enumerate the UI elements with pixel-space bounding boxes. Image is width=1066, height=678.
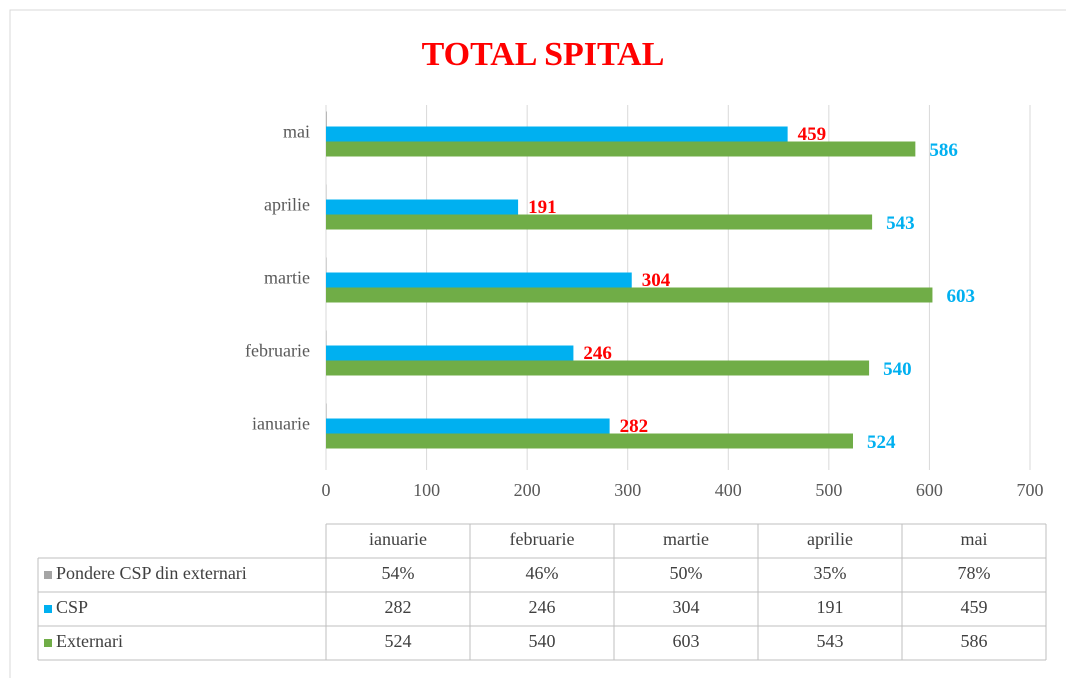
chart-title: TOTAL SPITAL: [422, 36, 665, 73]
table-cell: 304: [673, 597, 700, 617]
bar: [326, 141, 916, 157]
table-cell: 524: [385, 631, 412, 651]
data-label: 191: [528, 197, 557, 218]
x-tick-label: 600: [916, 480, 943, 500]
table-cell: 35%: [814, 563, 847, 583]
legend-key: [44, 639, 52, 647]
table-header: martie: [663, 529, 709, 549]
legend-key: [44, 605, 52, 613]
table-cell: 246: [529, 597, 556, 617]
table-cell: 586: [961, 631, 988, 651]
data-label: 524: [867, 432, 896, 453]
table-header: mai: [961, 529, 988, 549]
bar: [326, 257, 327, 273]
chart-frame: [9, 9, 1066, 678]
x-tick-label: 500: [815, 480, 842, 500]
table-header: aprilie: [807, 529, 853, 549]
y-tick-label: februarie: [245, 341, 310, 361]
x-tick-label: 0: [322, 480, 331, 500]
data-label: 459: [798, 124, 827, 145]
table-cell: 54%: [382, 563, 415, 583]
data-label: 282: [620, 416, 649, 437]
bar: [326, 111, 327, 127]
table-cell: 78%: [958, 563, 991, 583]
table-cell: 50%: [670, 563, 703, 583]
y-tick-label: aprilie: [264, 195, 310, 215]
legend-key: [44, 571, 52, 579]
bar: [326, 345, 574, 361]
y-tick-label: ianuarie: [252, 414, 310, 434]
x-tick-label: 300: [614, 480, 641, 500]
data-label: 304: [642, 270, 671, 291]
legend-label: CSP: [56, 597, 88, 617]
legend-label: Externari: [56, 631, 123, 651]
table-cell: 191: [817, 597, 844, 617]
data-label: 603: [946, 286, 975, 307]
table-cell: 540: [529, 631, 556, 651]
x-tick-label: 700: [1017, 480, 1044, 500]
bar: [326, 418, 610, 434]
bar: [326, 403, 327, 419]
bar: [326, 214, 873, 230]
table-cell: 46%: [526, 563, 559, 583]
bar: [326, 126, 788, 142]
table-header: ianuarie: [369, 529, 427, 549]
table-cell: 282: [385, 597, 412, 617]
bar: [326, 360, 870, 376]
data-label: 543: [886, 213, 915, 234]
bar: [326, 433, 853, 449]
table-cell: 459: [961, 597, 988, 617]
table-header: februarie: [510, 529, 575, 549]
y-tick-label: martie: [264, 268, 310, 288]
data-label: 540: [883, 359, 912, 380]
legend-label: Pondere CSP din externari: [56, 563, 247, 583]
bar: [326, 272, 632, 288]
table-cell: 603: [673, 631, 700, 651]
data-label: 246: [583, 343, 612, 364]
x-tick-label: 200: [514, 480, 541, 500]
bar: [326, 287, 933, 303]
y-tick-label: mai: [283, 122, 310, 142]
data-label: 586: [929, 140, 958, 161]
x-tick-label: 400: [715, 480, 742, 500]
bar: [326, 199, 519, 215]
x-tick-label: 100: [413, 480, 440, 500]
table-cell: 543: [817, 631, 844, 651]
